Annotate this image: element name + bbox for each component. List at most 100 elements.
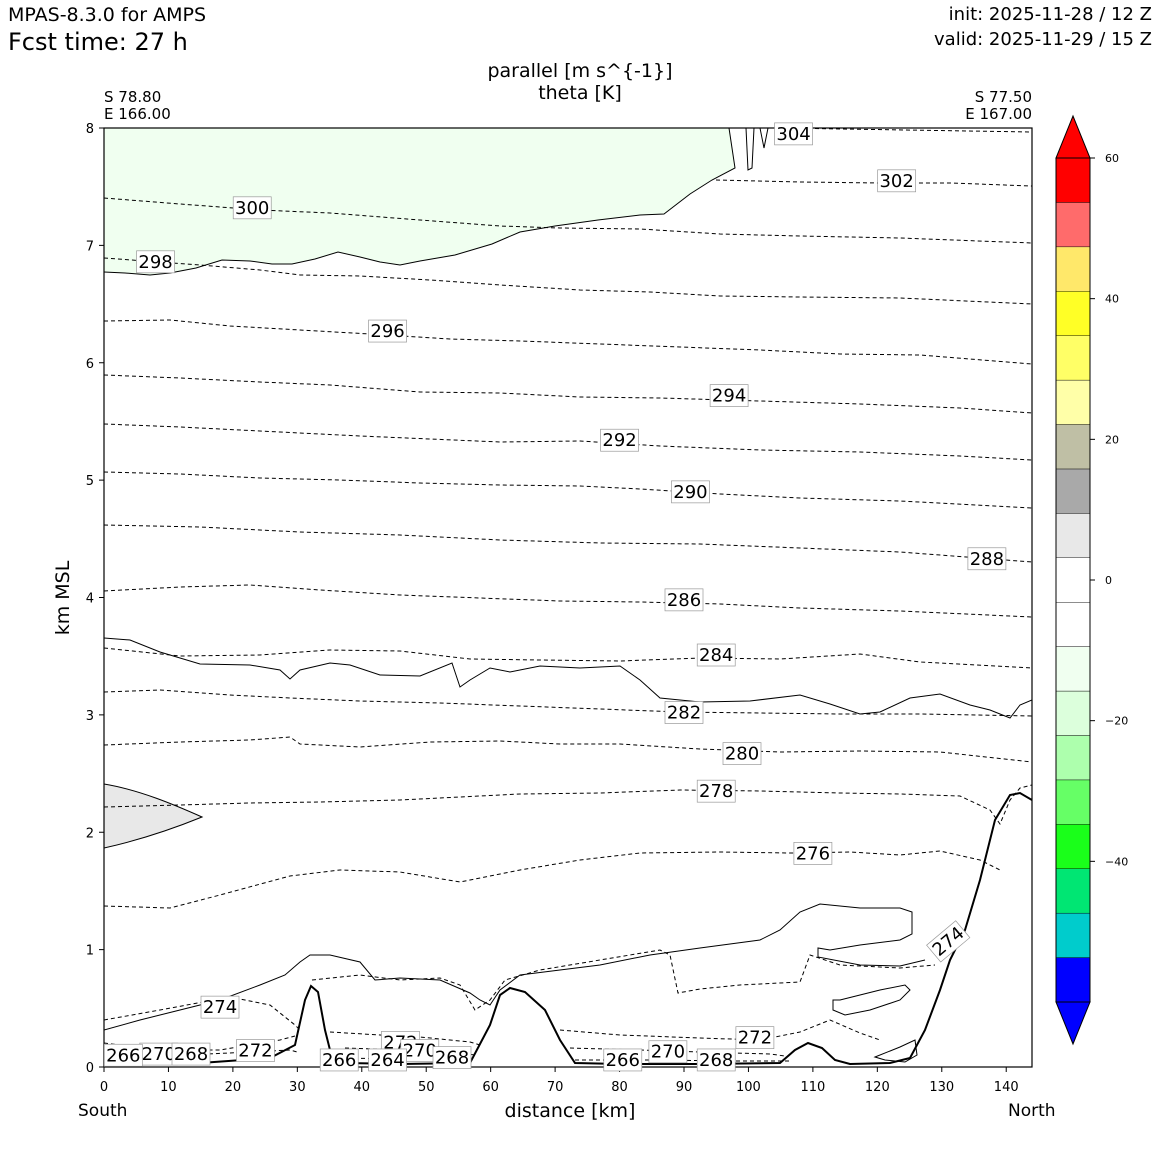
x-tick-label: 50 (418, 1080, 435, 1095)
valid-time: valid: 2025-11-29 / 15 Z (934, 29, 1152, 50)
theta-label-274: 274 (200, 995, 240, 1019)
theta-label-text: 292 (602, 430, 636, 451)
theta-label-text: 296 (370, 321, 404, 342)
theta-label-282: 282 (664, 701, 704, 724)
wind-contour-mid (104, 637, 1032, 719)
theta-270-c (569, 1047, 786, 1057)
theta-label-290: 290 (671, 480, 710, 504)
colorbar: 60 40 20 0 −20 −40 (1055, 114, 1128, 1046)
theta-label-text: 268 (435, 1048, 469, 1069)
x-tick-label: 0 (100, 1080, 108, 1095)
theta-272-c (559, 1019, 881, 1041)
x-tick-label: 110 (800, 1080, 825, 1095)
x-tick-label: 70 (547, 1080, 564, 1095)
theta-label-280: 280 (722, 742, 762, 765)
theta-label-text: 266 (322, 1050, 356, 1071)
y-tick-label: 2 (86, 826, 94, 841)
y-tick-label: 6 (86, 357, 94, 372)
theta-label-text: 270 (142, 1044, 176, 1065)
theta-label-text: 266 (106, 1045, 140, 1066)
colorbar-segment (1055, 557, 1091, 603)
colorbar-segment (1055, 690, 1091, 736)
right-end-coords: S 77.50 E 167.00 (965, 89, 1032, 123)
init-time: init: 2025-11-28 / 12 Z (948, 4, 1152, 25)
theta-label-264: 264 (368, 1048, 407, 1072)
theta-label-box (696, 1048, 736, 1072)
theta-label-box (722, 742, 762, 765)
x-tick-label: 90 (676, 1080, 693, 1095)
left-end-coords: S 78.80 E 166.00 (104, 89, 171, 123)
theta-274-mid (311, 949, 936, 1011)
theta-label-box (664, 701, 704, 724)
theta-label-box (671, 480, 710, 504)
theta-label-text: 302 (879, 171, 913, 192)
theta-label-296: 296 (368, 319, 407, 343)
theta-274-low (104, 996, 301, 1031)
model-title: MPAS-8.3.0 for AMPS (8, 4, 207, 26)
theta-label-box (236, 1039, 275, 1062)
theta-label-text: 270 (403, 1041, 437, 1062)
theta-288 (104, 524, 1032, 563)
theta-294 (104, 374, 1032, 414)
theta-label-288: 288 (967, 547, 1007, 571)
x-tick-label: 60 (482, 1080, 499, 1095)
theta-276 (104, 850, 1001, 909)
north-label: North (1008, 1101, 1056, 1121)
theta-label-text: 286 (667, 590, 701, 611)
theta-label-302: 302 (877, 169, 917, 193)
theta-302 (715, 179, 1032, 187)
theta-label-286: 286 (664, 588, 704, 612)
theta-label-268: 268 (432, 1046, 472, 1069)
theta-label-278: 278 (696, 779, 736, 803)
colorbar-tick-label: 0 (1105, 574, 1112, 587)
theta-label-270: 270 (648, 1040, 688, 1064)
theta-label-box (648, 1040, 688, 1064)
colorbar-segment (1055, 602, 1091, 647)
theta-label-box (774, 122, 813, 146)
theta-contours (104, 128, 1032, 1062)
theta-label-box (319, 1048, 359, 1072)
theta-label-text: 290 (673, 482, 707, 503)
y-tick-label: 7 (86, 239, 94, 254)
theta-label-box (232, 196, 272, 220)
colorbar-segment (1055, 513, 1091, 558)
forecast-time: Fcst time: 27 h (8, 28, 188, 56)
plot-frame (103, 127, 1033, 1068)
wind-fill-negative-upper (104, 128, 735, 275)
theta-label-text: 284 (699, 645, 733, 666)
theta-label-268: 268 (171, 1042, 211, 1066)
colorbar-segment (1055, 335, 1091, 381)
theta-298 (104, 257, 1032, 305)
theta-296 (104, 319, 1032, 365)
theta-label-box (696, 643, 736, 667)
theta-label-text: 266 (606, 1050, 640, 1071)
theta-label-box (600, 428, 639, 452)
contour-layer (104, 128, 1032, 1066)
wind-fill-positive-left (104, 783, 204, 849)
theta-label-box (432, 1046, 472, 1069)
terrain-line (104, 791, 1032, 1066)
chart-title: parallel [m s^{-1}] (487, 60, 673, 82)
colorbar-segment (1055, 246, 1091, 292)
theta-label-text: 268 (699, 1050, 733, 1071)
colorbar-segment (1055, 379, 1091, 425)
theta-label-box (368, 1048, 407, 1072)
theta-282 (104, 689, 1032, 717)
colorbar-segment (1055, 291, 1091, 336)
theta-label-box (664, 588, 704, 612)
theta-label-box (926, 920, 971, 963)
theta-label-text: 294 (712, 386, 746, 407)
wind-contour-low-c (873, 1039, 918, 1063)
theta-label-box (735, 1026, 775, 1050)
theta-label-box (696, 779, 736, 803)
theta-label-268: 268 (696, 1048, 736, 1072)
colorbar-segment (1055, 735, 1091, 781)
theta-label-text: 278 (699, 781, 733, 802)
theta-label-266: 266 (319, 1048, 359, 1072)
theta-label-text: 304 (776, 124, 810, 145)
left-end-lon: E 166.00 (104, 105, 171, 123)
theta-272-b (329, 1031, 481, 1046)
theta-label-270: 270 (139, 1042, 179, 1066)
theta-label-text: 272 (238, 1041, 272, 1062)
